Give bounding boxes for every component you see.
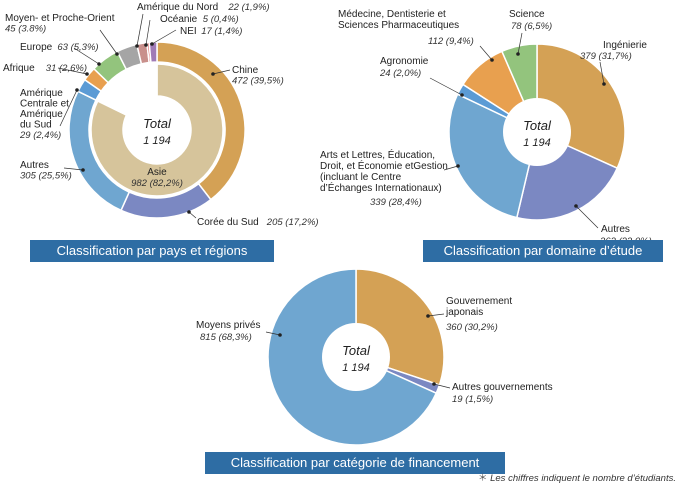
field-label-5-value: 78 (6,5%) — [511, 21, 552, 32]
field-1-dot — [574, 204, 578, 208]
region-label-8-value: 5 (0,4%) — [203, 14, 239, 25]
banner-region: Classification par pays et régions — [30, 240, 274, 262]
region-9-dot — [150, 42, 154, 46]
region-inner-asie-value: 982 (82,2%) — [131, 178, 183, 189]
region-label-2-value: 305 (25,5%) — [20, 171, 72, 182]
funding-label-2-value: 815 (68,3%) — [200, 332, 252, 343]
region-8-leader — [145, 19, 151, 46]
region-6-dot — [115, 52, 119, 56]
field-label-3-value: 24 (2,0%) — [379, 68, 421, 79]
funding-2-dot — [278, 333, 282, 337]
region-7-dot — [135, 44, 139, 48]
funding-1-leader — [433, 383, 451, 389]
funding-label-2-name: Moyens privés — [196, 320, 260, 331]
funding-label-0-name: Gouvernement japonais — [445, 296, 512, 318]
funding-0-leader — [427, 313, 445, 317]
region-8-dot — [144, 43, 148, 47]
field-center-hole — [503, 98, 571, 166]
field-label-1-name: Autres — [601, 224, 630, 235]
region-label-5-value: 63 (5,3%) — [57, 42, 98, 53]
region-3-dot — [75, 88, 79, 92]
region-label-2-name: Autres — [20, 160, 49, 171]
funding-center-hole — [322, 323, 390, 391]
field-3-dot — [460, 93, 464, 97]
field-label-2-value: 339 (28,4%) — [370, 197, 422, 208]
field-label-2-name: Arts et Lettres, Éducation, Droit, et Éco… — [320, 148, 448, 194]
region-label-0-value: 472 (39,5%) — [232, 76, 284, 87]
region-label-8-name: Océanie — [160, 14, 198, 25]
funding-total-label: Total — [342, 343, 371, 358]
field-label-0-name: Ingénierie — [603, 40, 647, 51]
region-1-dot — [187, 210, 191, 214]
field-label-3-name: Agronomie — [380, 56, 429, 67]
region-label-9-value: 17 (1,4%) — [201, 26, 242, 37]
region-label-3-value: 29 (2,4%) — [19, 130, 61, 141]
footnote-mark: ＊ — [477, 473, 488, 484]
field-2-dot — [456, 164, 460, 168]
region-0-dot — [211, 72, 215, 76]
funding-2-leader — [265, 331, 281, 336]
region-label-3-name: Amérique Centrale et Amérique du Sud — [20, 88, 69, 131]
region-2-leader — [63, 167, 84, 171]
field-4-leader — [479, 45, 493, 61]
region-0-leader — [212, 69, 231, 75]
region-6-leader — [99, 29, 118, 55]
region-label-7-name: Amérique du Nord — [137, 2, 218, 13]
field-3-leader — [429, 77, 463, 96]
footnote: ＊ Les chiffres indiquent le nombre d’étu… — [478, 470, 676, 484]
region-label-5-name: Europe — [20, 42, 53, 53]
region-label-0-name: Chine — [232, 65, 259, 76]
region-4-leader — [57, 67, 88, 75]
region-label-1-value: 205 (17,2%) — [266, 217, 319, 228]
field-label-0-value: 379 (31,7%) — [580, 51, 632, 62]
region-total-label: Total — [143, 116, 172, 131]
region-3-leader — [59, 89, 78, 127]
region-label-9-name: NEI — [180, 26, 197, 37]
region-label-6-name: Moyen- et Proche-Orient — [5, 13, 115, 24]
region-label-7-value: 22 (1,9%) — [227, 2, 269, 13]
field-0-leader — [599, 61, 605, 85]
region-inner-asie-name: Asie — [147, 167, 167, 178]
region-total-value: 1 194 — [143, 135, 171, 147]
footnote-text: Les chiffres indiquent le nombre d’étudi… — [490, 473, 676, 484]
field-label-4-value: 112 (9,4%) — [428, 36, 474, 47]
funding-label-1-name: Autres gouvernements — [452, 382, 553, 393]
region-5-dot — [97, 62, 101, 66]
banner-field: Classification par domaine d’étude — [423, 240, 663, 262]
funding-label-1-value: 19 (1,5%) — [452, 394, 493, 405]
field-label-4-name: Médecine, Dentisterie et Sciences Pharmac… — [338, 9, 459, 31]
funding-total-value: 1 194 — [342, 362, 370, 374]
region-label-4-value: 31 (2,6%) — [46, 63, 87, 74]
funding-1-dot — [432, 382, 436, 386]
funding-0-dot — [426, 314, 430, 318]
field-total-label: Total — [523, 118, 552, 133]
field-5-leader — [517, 32, 523, 55]
region-7-leader — [136, 13, 144, 47]
region-4-dot — [85, 72, 89, 76]
field-total-value: 1 194 — [523, 137, 551, 149]
region-2-dot — [81, 168, 85, 172]
field-label-5-name: Science — [509, 9, 545, 20]
field-5-dot — [516, 52, 520, 56]
field-4-dot — [490, 58, 494, 62]
region-label-6-value: 45 (3.8%) — [5, 24, 46, 35]
field-0-dot — [602, 82, 606, 86]
region-5-leader — [73, 47, 100, 65]
field-1-leader — [575, 205, 599, 229]
region-label-4-name: Afrique — [3, 63, 35, 74]
field-2-leader — [443, 165, 459, 171]
region-label-1-name: Corée du Sud — [197, 217, 259, 228]
funding-label-0-value: 360 (30,2%) — [446, 322, 498, 333]
region-9-leader — [151, 29, 177, 45]
region-center-hole — [123, 96, 191, 164]
banner-funding: Classification par catégorie de financem… — [205, 452, 505, 474]
